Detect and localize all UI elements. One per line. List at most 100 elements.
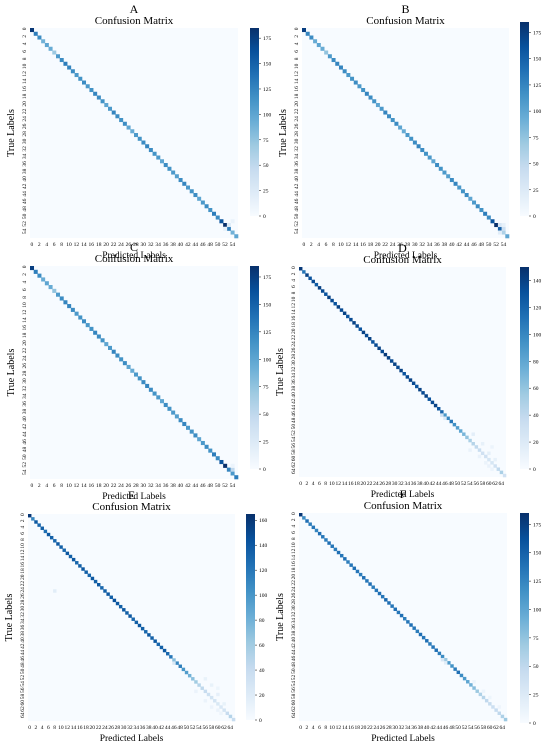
heatmap-cell xyxy=(494,223,499,228)
heatmap-cell xyxy=(477,448,482,452)
x-tick-label: 10 xyxy=(338,242,344,248)
heatmap-cell xyxy=(365,579,369,583)
y-tick-label: 34 xyxy=(22,393,28,399)
heatmap-cell xyxy=(468,196,473,201)
x-tick-label: 50 xyxy=(184,725,190,731)
y-tick-label: 44 xyxy=(291,405,297,411)
y-tick-label: 8 xyxy=(20,538,26,541)
x-tick-label: 44 xyxy=(165,725,171,731)
y-tick-label: 44 xyxy=(22,191,28,197)
x-tick-label: 30 xyxy=(141,242,147,248)
y-tick-label: 18 xyxy=(294,93,300,99)
x-tick-label: 64 xyxy=(499,481,505,487)
heatmap-cell xyxy=(500,714,505,719)
heatmap-cell xyxy=(197,437,202,442)
heatmap-cell xyxy=(350,76,355,81)
x-tick-label: 8 xyxy=(60,483,63,489)
y-tick-label: 28 xyxy=(291,354,297,360)
y-tick-label: 46 xyxy=(291,656,297,662)
heatmap-cell xyxy=(496,467,501,471)
y-tick-label: 2 xyxy=(291,272,297,275)
heatmap-cell xyxy=(194,680,198,684)
y-tick-label: 0 xyxy=(22,265,28,268)
heatmap-cell xyxy=(178,418,183,423)
y-tick-label: 2 xyxy=(20,519,26,522)
x-tick-label: 24 xyxy=(118,483,124,489)
y-tick-label: 18 xyxy=(291,567,297,573)
x-tick-label: 40 xyxy=(423,481,429,487)
x-tick-label: 30 xyxy=(392,725,398,731)
y-tick-label: 24 xyxy=(22,355,28,361)
heatmap-cell xyxy=(358,572,363,577)
y-tick-label: 8 xyxy=(291,537,297,540)
x-tick-label: 40 xyxy=(449,242,455,248)
heatmap-cell xyxy=(371,585,375,589)
heatmap-cell xyxy=(450,664,454,668)
heatmap-cell xyxy=(197,683,201,687)
heatmap-cell xyxy=(501,223,506,228)
heatmap-cell xyxy=(415,384,419,389)
x-tick-label: 54 xyxy=(196,725,202,731)
x-tick-label: 42 xyxy=(185,483,191,489)
colorbar-tick-label: 80 xyxy=(533,359,539,365)
heatmap-cell xyxy=(74,311,79,316)
heatmap-cell xyxy=(477,454,482,459)
heatmap-cell xyxy=(308,522,312,526)
heatmap-cell xyxy=(449,419,453,424)
y-tick-label: 12 xyxy=(291,548,297,554)
colorbar-tick-label: 0 xyxy=(263,214,266,220)
y-tick-label: 36 xyxy=(291,379,297,385)
heatmap-cell xyxy=(74,73,79,78)
heatmap-cell xyxy=(160,399,165,404)
heatmap-cell xyxy=(372,99,377,104)
y-tick-label: 24 xyxy=(22,116,28,122)
heatmap-cell xyxy=(327,54,332,59)
heatmap-cell xyxy=(465,435,469,440)
heatmap-cell xyxy=(346,560,350,564)
heatmap-cell xyxy=(167,166,172,171)
heatmap-cell xyxy=(497,226,502,231)
y-tick-label: 34 xyxy=(291,618,297,624)
heatmap-cell xyxy=(471,432,475,436)
x-axis-label: Predicted Labels xyxy=(371,490,435,500)
x-tick-label: 26 xyxy=(108,725,114,731)
heatmap-cell xyxy=(412,140,417,145)
x-tick-label: 46 xyxy=(471,242,477,248)
heatmap-cell xyxy=(89,326,94,331)
x-tick-label: 48 xyxy=(207,242,213,248)
x-tick-label: 20 xyxy=(361,481,367,487)
colorbar-tick-label: 140 xyxy=(259,543,268,549)
heatmap-cell xyxy=(352,321,356,325)
panel-label: C xyxy=(130,240,138,254)
heatmap-cell xyxy=(109,595,113,599)
heatmap-cell xyxy=(171,170,176,175)
x-tick-label: 62 xyxy=(221,725,227,731)
y-tick-label: 32 xyxy=(291,611,297,617)
x-tick-label: 34 xyxy=(133,725,139,731)
y-tick-label: 28 xyxy=(20,599,26,605)
heatmap-cell xyxy=(152,391,157,396)
heatmap-cell xyxy=(421,635,426,640)
y-tick-label: 16 xyxy=(291,561,297,567)
heatmap-cell xyxy=(368,582,372,586)
x-tick-label: 34 xyxy=(155,483,161,489)
heatmap-cell xyxy=(466,680,470,684)
x-tick-label: 44 xyxy=(464,242,470,248)
heatmap-cell xyxy=(62,548,66,552)
heatmap-cell xyxy=(172,658,176,662)
x-tick-label: 38 xyxy=(170,483,176,489)
x-tick-label: 20 xyxy=(103,483,109,489)
x-tick-label: 54 xyxy=(467,481,473,487)
heatmap-cell xyxy=(443,661,448,665)
x-tick-label: 0 xyxy=(30,483,33,489)
colorbar xyxy=(246,514,255,720)
heatmap-cell xyxy=(440,410,444,414)
x-tick-label: 62 xyxy=(492,481,498,487)
y-tick-label: 48 xyxy=(22,446,28,452)
heatmap-cell xyxy=(491,705,495,709)
y-tick-label: 6 xyxy=(294,50,300,53)
heatmap-cell xyxy=(424,394,428,398)
heatmap-cell xyxy=(212,452,217,457)
heatmap-cell xyxy=(182,421,187,427)
